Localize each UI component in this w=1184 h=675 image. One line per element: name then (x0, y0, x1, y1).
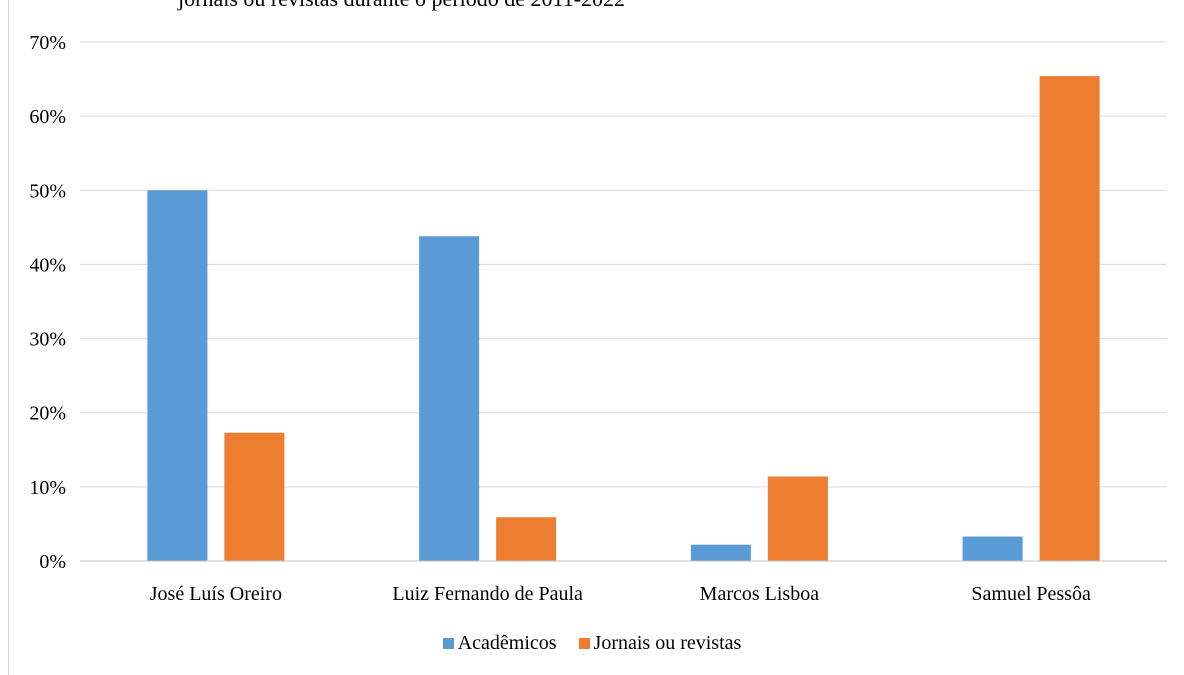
y-tick-label-50: 50% (29, 180, 66, 202)
legend-swatch-academicos (442, 638, 454, 649)
legend-label-academicos: Acadêmicos (457, 632, 557, 654)
chart-frame (8, 0, 1184, 675)
y-tick-label-40: 40% (29, 254, 66, 276)
chart-title: jornais ou revistas durante o período de… (178, 0, 625, 12)
bar-jornais-0 (224, 432, 285, 561)
x-tick-label-1: Luiz Fernando de Paula (392, 583, 583, 605)
x-tick-label-3: Samuel Pessôa (971, 583, 1091, 605)
bar-academicos-0 (147, 190, 208, 562)
x-tick-label-2: Marcos Lisboa (700, 583, 820, 605)
y-tick-label-60: 60% (29, 106, 66, 128)
y-tick-label-70: 70% (29, 32, 66, 54)
bar-academicos-3 (962, 536, 1023, 561)
y-tick-label-0: 0% (39, 551, 66, 573)
legend-label-jornais: Jornais ou revistas (593, 632, 742, 654)
legend-swatch-jornais (578, 638, 590, 649)
y-tick-label-30: 30% (29, 329, 66, 351)
legend-item-jornais: Jornais ou revistas (578, 632, 742, 655)
bar-academicos-2 (690, 544, 751, 561)
bar-chart: 0% 10% 20% 30% 40% 50% 60% 70% José Luís Oreiro L… (29, 32, 1167, 605)
bar-jornais-1 (496, 517, 557, 561)
x-tick-label-0: José Luís Oreiro (150, 583, 282, 605)
legend-item-academicos: Acadêmicos (442, 632, 557, 655)
bar-jornais-2 (767, 476, 828, 561)
bar-jornais-3 (1039, 76, 1100, 561)
legend: Acadêmicos Jornais ou revistas (0, 632, 1184, 655)
y-tick-label-20: 20% (29, 403, 66, 425)
bar-academicos-1 (419, 236, 480, 562)
y-tick-label-10: 10% (29, 477, 66, 499)
